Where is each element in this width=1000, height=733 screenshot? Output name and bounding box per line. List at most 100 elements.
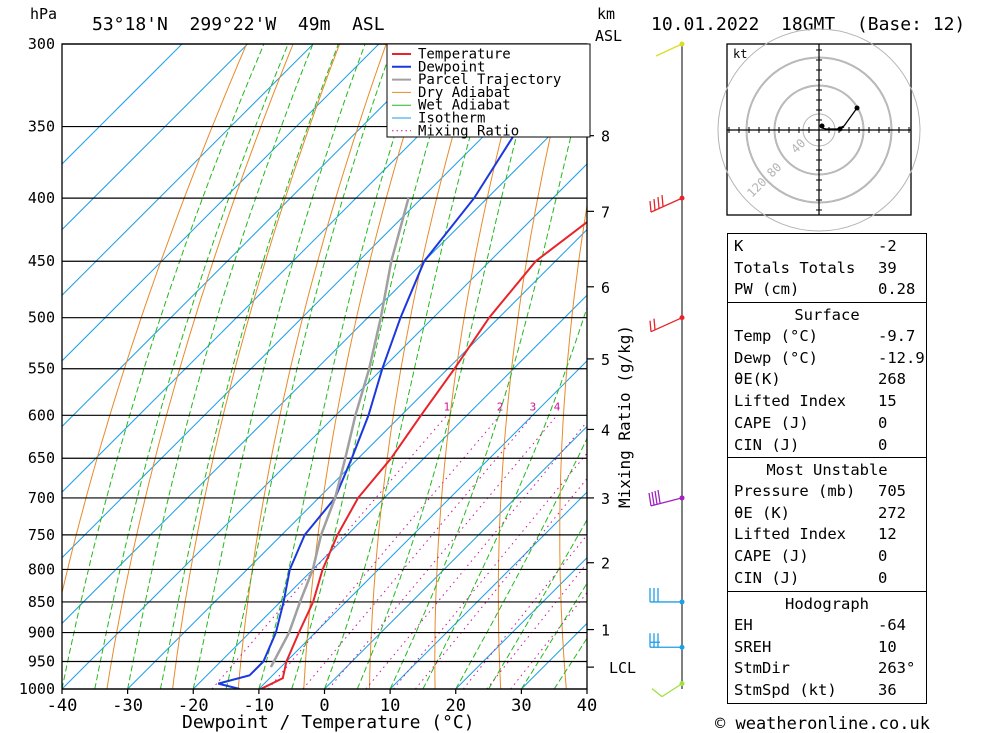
index-value: 0.28	[878, 280, 916, 299]
legend-entry: Mixing Ratio	[418, 123, 519, 139]
most-unstable-value: 12	[878, 525, 897, 544]
pressure-tick-label: 500	[28, 309, 55, 327]
hodograph-stat-label: SREH	[734, 637, 772, 656]
indices-table-surface: Surface Temp (°C) -9.7 Dewp (°C) -12.9 θE(K) 2…	[727, 302, 927, 458]
surface-label: CAPE (J)	[734, 413, 809, 432]
pressure-tick-label: 300	[28, 35, 55, 53]
isotherm-line	[62, 163, 587, 689]
surface-label: CIN (J)	[734, 435, 800, 454]
lcl-label: LCL	[609, 659, 636, 677]
indices-table-top: K -2 Totals Totals 39 PW (cm) 0.28	[727, 233, 927, 303]
indices-table-hodograph: Hodograph EH -64 SREH 10 StmDir 263° StmSpd (kt…	[727, 591, 927, 704]
legend-entry: Parcel Trajectory	[418, 72, 561, 88]
wind-barb	[655, 43, 683, 57]
hodograph-stat-row: EH -64	[734, 615, 922, 637]
dry-adiabat-line	[237, 44, 387, 689]
surface-label: Dewp (°C)	[734, 348, 818, 367]
isotherm-line	[62, 44, 183, 165]
pressure-tick-label: 450	[28, 252, 55, 270]
surface-row: CAPE (J) 0	[734, 413, 922, 435]
hodograph-stat-value: 10	[878, 637, 897, 656]
mixing-ratio-label: 1	[444, 400, 451, 413]
axes: 3003504004505005506006507007508008509009…	[19, 35, 636, 716]
isotherm-line	[62, 44, 314, 296]
hpa-unit-label: hPa	[30, 5, 57, 23]
surface-value: 0	[878, 413, 888, 432]
wet-adiabat-line	[225, 44, 394, 689]
mixing-ratio-label: 16	[677, 400, 690, 413]
x-tick-label: 0	[319, 696, 329, 716]
wind-barb	[648, 489, 683, 507]
wet-adiabat-line	[94, 44, 289, 689]
mixing-ratio-line	[365, 421, 587, 689]
surface-label: Lifted Index	[734, 392, 846, 411]
mixing-ratio-line	[211, 414, 448, 689]
temperature-line	[260, 220, 587, 689]
mixing-ratio-axis-label: Mixing Ratio (g/kg)	[615, 325, 634, 508]
legend-entry: Dry Adiabat	[418, 85, 511, 101]
km-tick-label: 2	[601, 555, 610, 573]
most-unstable-value: 0	[878, 547, 888, 566]
pressure-tick-label: 800	[28, 560, 55, 578]
wet-adiabat-line	[455, 437, 587, 689]
most-unstable-label: Pressure (mb)	[734, 482, 856, 500]
index-row: Totals Totals 39	[734, 258, 922, 280]
isotherm-line	[258, 360, 587, 689]
location-title: 53°18'N 299°22'W 49m ASL	[92, 14, 385, 35]
most-unstable-row: CAPE (J) 0	[734, 546, 922, 568]
pressure-tick-label: 850	[28, 593, 55, 611]
mixing-ratio-line	[328, 414, 558, 689]
isotherm-line	[455, 557, 587, 689]
legend-entry: Temperature	[418, 47, 511, 63]
mixing-ratio-label: 2	[497, 400, 504, 413]
mixing-ratio-labels: 12346810162025	[444, 400, 690, 413]
km-tick-label: 5	[601, 351, 610, 369]
hodograph-stat-row: StmDir 263°	[734, 658, 922, 680]
hodograph-unit: kt	[733, 47, 747, 61]
hodograph-stat-title: Hodograph	[785, 595, 869, 613]
indices-table-most-unstable: Most Unstable Pressure (mb) 705 θE (K) 272 Li…	[727, 457, 927, 592]
parcel-trajectory-line	[269, 197, 410, 668]
surface-row: Lifted Index 15	[734, 391, 922, 413]
hodograph-stat-label: EH	[734, 616, 753, 634]
km-tick-label: 3	[601, 490, 610, 508]
pressure-tick-label: 350	[28, 118, 55, 136]
isotherm-line	[324, 425, 587, 689]
x-tick-label: -10	[244, 696, 275, 716]
most-unstable-label: Lifted Index	[734, 525, 846, 544]
index-value: 39	[878, 258, 897, 277]
most-unstable-row: Lifted Index 12	[734, 524, 922, 546]
index-label: PW (cm)	[734, 280, 800, 299]
hodograph-stat-label: StmDir	[734, 659, 790, 678]
isotherm-line	[62, 44, 577, 559]
hodograph-stat-row: StmSpd (kt) 36	[734, 680, 922, 702]
datetime-title: 10.01.2022 18GMT (Base: 12)	[651, 14, 965, 35]
surface-title: Surface	[794, 306, 860, 324]
hodograph-stat-row: SREH 10	[734, 637, 922, 659]
surface-value: 268	[878, 370, 906, 389]
wind-barb	[649, 195, 683, 213]
dry-adiabat-line	[941, 44, 1000, 689]
wind-barbs	[648, 41, 685, 698]
mixing-ratio-line	[415, 477, 587, 689]
surface-label: Temp (°C)	[734, 327, 818, 345]
wind-barb	[651, 683, 683, 698]
pressure-tick-label: 700	[28, 489, 55, 507]
most-unstable-row: Pressure (mb) 705	[734, 481, 922, 503]
dry-adiabat-line	[106, 44, 294, 689]
km-tick-label: 1	[601, 622, 610, 640]
km-unit-label: km	[597, 5, 615, 23]
km-tick-label: 8	[601, 128, 610, 146]
pressure-tick-label: 750	[28, 526, 55, 544]
most-unstable-row: CIN (J) 0	[734, 568, 922, 590]
index-row: PW (cm) 0.28	[734, 279, 922, 301]
mixing-ratio-label: 3	[530, 400, 537, 413]
x-axis-label: Dewpoint / Temperature (°C)	[182, 712, 475, 733]
surface-value: 0	[878, 435, 888, 454]
km-tick-label: 4	[601, 421, 610, 439]
dry-adiabat-line	[172, 44, 341, 689]
isotherm-line	[62, 44, 445, 428]
mixing-ratio-label: 6	[589, 400, 596, 413]
